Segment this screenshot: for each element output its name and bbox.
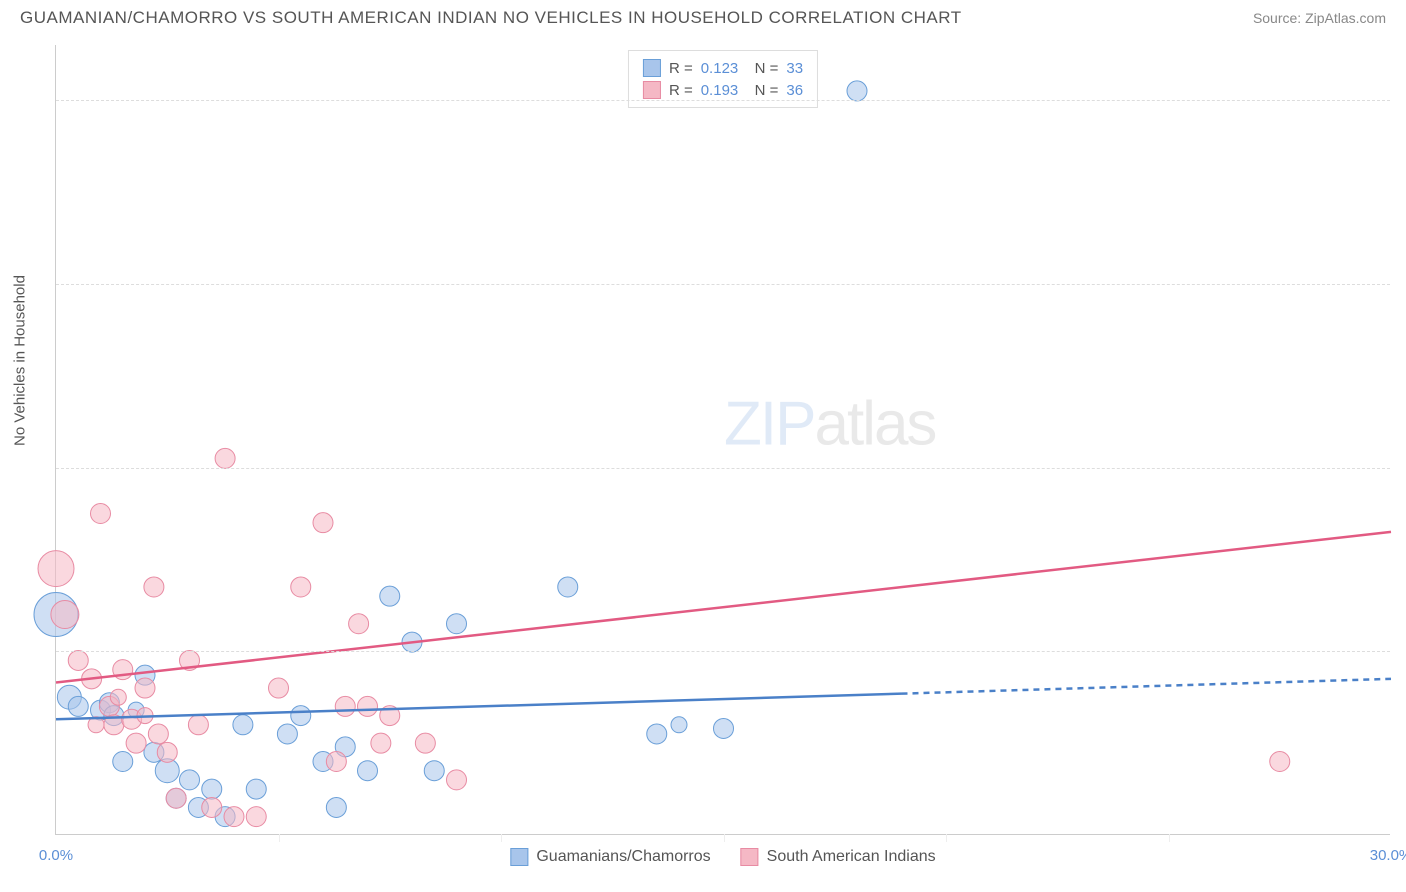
data-point [415,733,435,753]
legend-swatch-2 [643,81,661,99]
legend-r-label: R = [669,60,693,77]
data-point [202,797,222,817]
data-point [326,797,346,817]
legend-n-label: N = [746,82,778,99]
x-tick-label: 0.0% [39,847,73,864]
data-point [246,807,266,827]
data-point [358,761,378,781]
data-point [558,577,578,597]
data-point [38,551,74,587]
data-point [188,715,208,735]
legend-row-series-1: R = 0.123 N = 33 [643,57,803,79]
data-point [269,678,289,698]
x-tick-label: 30.0% [1370,847,1406,864]
legend-n-value-1: 33 [786,60,803,77]
data-point [358,696,378,716]
data-point [180,770,200,790]
legend-r-value-2: 0.193 [701,82,739,99]
legend-item-2: South American Indians [741,848,936,866]
series-legend: Guamanians/Chamorros South American Indi… [510,848,935,866]
legend-item-1: Guamanians/Chamorros [510,848,710,866]
chart-area: R = 0.123 N = 33 R = 0.193 N = 36 ZIPatl… [55,45,1390,835]
legend-n-value-2: 36 [786,82,803,99]
data-point [349,614,369,634]
data-point [68,650,88,670]
data-point [148,724,168,744]
data-point [326,752,346,772]
legend-n-label: N = [746,60,778,77]
data-point [647,724,667,744]
data-point [380,586,400,606]
x-tick-minor [279,834,280,842]
data-point [113,752,133,772]
legend-r-label: R = [669,82,693,99]
data-point [847,81,867,101]
data-point [671,717,687,733]
gridline [56,651,1390,652]
legend-swatch-1 [643,59,661,77]
y-axis-label: No Vehicles in Household [12,275,29,446]
data-point [157,742,177,762]
data-point [68,696,88,716]
chart-title: GUAMANIAN/CHAMORRO VS SOUTH AMERICAN IND… [20,8,962,28]
data-point [1270,752,1290,772]
legend-row-series-2: R = 0.193 N = 36 [643,79,803,101]
data-point [335,696,355,716]
data-point [371,733,391,753]
legend-label-1: Guamanians/Chamorros [536,848,710,866]
gridline [56,100,1390,101]
data-point [277,724,297,744]
x-tick-minor [501,834,502,842]
gridline [56,468,1390,469]
data-point [291,577,311,597]
legend-bottom-swatch-1 [510,848,528,866]
data-point [51,601,79,629]
data-point [202,779,222,799]
data-point [166,788,186,808]
data-point [135,678,155,698]
data-point [714,718,734,738]
legend-r-value-1: 0.123 [701,60,739,77]
gridline [56,284,1390,285]
trendline-solid [56,532,1391,683]
trendline-dashed [902,679,1392,694]
data-point [224,807,244,827]
data-point [233,715,253,735]
data-point [126,733,146,753]
chart-source: Source: ZipAtlas.com [1253,10,1386,26]
x-tick-minor [1169,834,1170,842]
data-point [291,706,311,726]
legend-bottom-swatch-2 [741,848,759,866]
data-point [424,761,444,781]
x-tick-minor [946,834,947,842]
data-point [215,448,235,468]
x-tick-minor [724,834,725,842]
trendline-solid [56,694,902,720]
data-point [313,513,333,533]
data-point [110,689,126,705]
data-point [447,770,467,790]
data-point [144,577,164,597]
scatter-plot-svg [56,45,1390,834]
data-point [246,779,266,799]
legend-label-2: South American Indians [767,848,936,866]
data-point [447,614,467,634]
data-point [91,503,111,523]
